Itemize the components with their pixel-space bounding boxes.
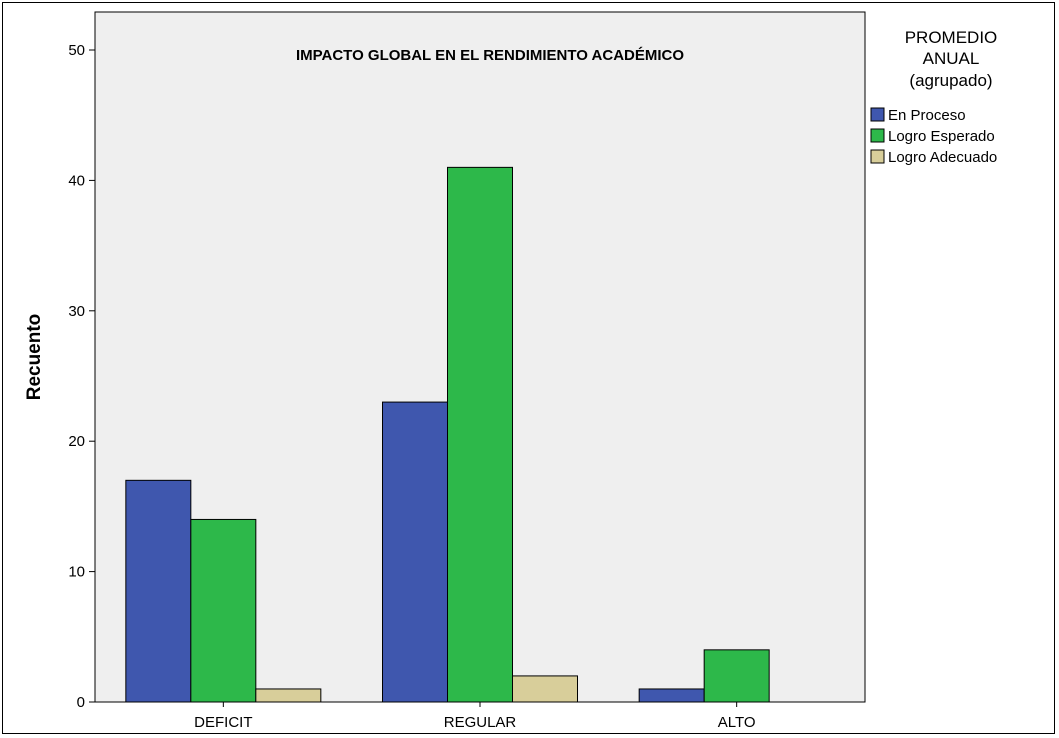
legend-swatch [870,128,885,143]
y-tick-label: 20 [68,433,85,450]
chart-title: IMPACTO GLOBAL EN EL RENDIMIENTO ACADÉMI… [296,47,684,64]
legend-title-line-1: PROMEDIO [905,28,998,47]
y-tick-label: 30 [68,303,85,320]
legend-label: Logro Adecuado [888,149,997,166]
bar-deficit-logro-adecuado [255,688,322,703]
legend-label: En Proceso [888,107,966,124]
legend-title-line-3: (agrupado) [909,71,992,90]
y-tick-label: 0 [77,694,85,711]
legend-title-line-2: ANUAL [923,49,980,68]
bars-group [125,166,770,703]
y-tick-label: 40 [68,172,85,189]
legend: PROMEDIO ANUAL (agrupado) En Proceso Logr… [870,28,998,166]
bar-deficit-en-proceso [125,479,192,703]
legend-label: Logro Esperado [888,128,995,145]
y-tick-label: 50 [68,42,85,59]
x-axis: DEFICIT REGULAR ALTO [194,702,756,731]
bar-regular-logro-esperado [447,166,513,703]
legend-swatch [870,149,885,164]
bar-regular-en-proceso [382,401,448,703]
y-tick-label: 10 [68,564,85,581]
x-tick-label: REGULAR [444,714,517,731]
bar-regular-logro-adecuado [512,675,578,703]
x-tick-label: ALTO [718,714,756,731]
x-tick-label: DEFICIT [194,714,252,731]
legend-swatch [870,107,885,122]
bar-deficit-logro-esperado [190,518,257,703]
bar-alto-en-proceso [638,688,705,703]
y-axis: 0 10 20 30 40 50 [68,42,95,711]
bar-alto-logro-esperado [703,649,770,703]
y-axis-title: Recuento [24,314,45,401]
